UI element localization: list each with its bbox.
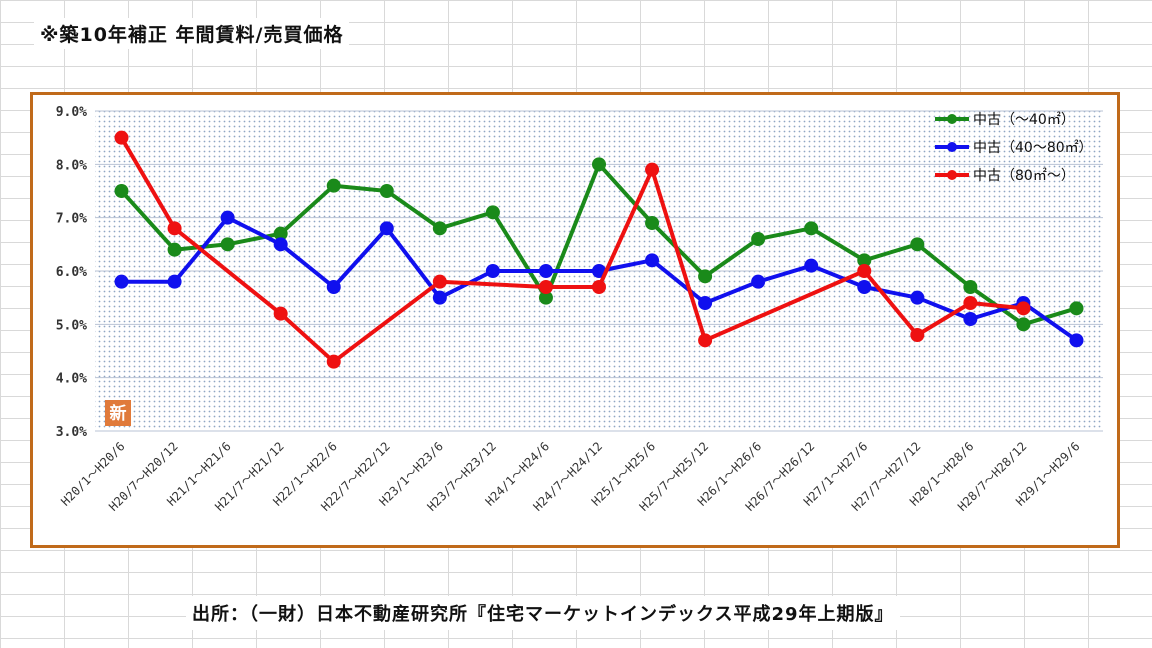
data-point xyxy=(538,290,553,305)
data-point xyxy=(857,264,872,278)
new-badge-text: 新 xyxy=(110,403,127,424)
data-point xyxy=(220,210,235,225)
y-tick-label: 5.0% xyxy=(56,318,87,333)
data-point xyxy=(857,253,872,268)
data-point xyxy=(645,253,660,268)
y-tick-label: 7.0% xyxy=(56,212,87,227)
data-point xyxy=(751,232,766,246)
data-point xyxy=(804,258,819,273)
data-point xyxy=(220,237,235,252)
data-point xyxy=(1069,301,1084,316)
series-group xyxy=(114,210,1084,348)
data-point xyxy=(592,157,606,172)
legend-marker xyxy=(947,142,957,152)
data-point xyxy=(379,221,394,236)
data-point xyxy=(698,269,713,284)
chart-frame: 3.0% 4.0% 5.0% 6.0% 7.0% 8.0% 9.0% H20/1～H20/6… xyxy=(30,92,1120,548)
data-point xyxy=(326,280,341,294)
data-point xyxy=(910,290,925,305)
data-point xyxy=(167,274,182,289)
data-point xyxy=(538,280,553,294)
data-point xyxy=(432,290,447,305)
data-point xyxy=(910,237,925,252)
data-point xyxy=(645,216,660,230)
data-point xyxy=(963,296,978,310)
legend-label: 中古（40～80㎡） xyxy=(973,140,1093,156)
legend-marker xyxy=(947,170,957,180)
data-point xyxy=(485,205,500,220)
y-tick-label: 3.0% xyxy=(56,425,87,440)
source-note: 出所：（一財）日本不動産研究所『住宅マーケットインデックス平成29年上期版』 xyxy=(186,596,900,630)
data-point xyxy=(167,242,182,257)
y-axis: 3.0% 4.0% 5.0% 6.0% 7.0% 8.0% 9.0% xyxy=(56,105,87,440)
new-badge: 新 xyxy=(105,400,131,426)
data-point xyxy=(114,130,129,145)
data-point xyxy=(273,237,288,252)
page-title: ※築10年補正 年間賃料/売買価格 xyxy=(34,18,350,49)
data-point xyxy=(538,264,553,278)
legend-marker xyxy=(947,114,957,124)
data-point xyxy=(963,312,978,326)
line-chart: 3.0% 4.0% 5.0% 6.0% 7.0% 8.0% 9.0% H20/1～H20/6… xyxy=(56,105,1103,514)
data-point xyxy=(1016,301,1031,316)
data-point xyxy=(963,280,978,294)
y-tick-label: 9.0% xyxy=(56,105,87,120)
data-point xyxy=(804,221,819,236)
data-point xyxy=(645,162,660,177)
series-group xyxy=(114,157,1084,332)
data-point xyxy=(698,333,713,348)
data-point xyxy=(432,274,447,289)
y-tick-label: 6.0% xyxy=(56,265,87,280)
series-lines xyxy=(114,130,1084,369)
series-group xyxy=(114,130,1031,369)
data-point xyxy=(114,184,129,198)
legend-label: 中古（80㎡～） xyxy=(973,168,1075,184)
y-tick-label: 8.0% xyxy=(56,158,87,173)
y-tick-label: 4.0% xyxy=(56,372,87,387)
data-point xyxy=(114,274,129,289)
data-point xyxy=(751,274,766,289)
data-point xyxy=(326,354,341,369)
legend: 中古（～40㎡） 中古（40～80㎡） 中古（80㎡～） xyxy=(935,112,1093,184)
data-point xyxy=(379,184,394,198)
data-point xyxy=(857,280,872,294)
data-point xyxy=(326,178,341,193)
data-point xyxy=(698,296,713,310)
data-point xyxy=(592,280,606,294)
data-point xyxy=(273,226,288,241)
data-point xyxy=(485,264,500,278)
data-point xyxy=(432,221,447,236)
data-point xyxy=(273,306,288,321)
data-point xyxy=(910,328,925,342)
data-point xyxy=(1069,333,1084,348)
data-point xyxy=(1016,317,1031,332)
data-point xyxy=(167,221,182,236)
legend-label: 中古（～40㎡） xyxy=(973,112,1075,128)
x-axis: H20/1～H20/6H20/7～H20/12H21/1～H21/6H21/7～… xyxy=(58,439,1082,514)
